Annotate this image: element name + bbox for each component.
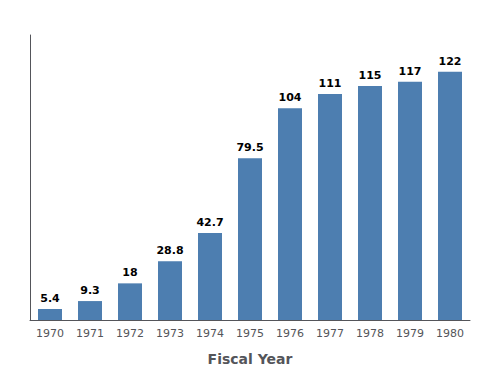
- svg-text:117: 117: [399, 65, 422, 78]
- svg-text:1971: 1971: [76, 327, 104, 340]
- svg-text:1973: 1973: [156, 327, 184, 340]
- svg-text:9.3: 9.3: [80, 284, 100, 297]
- svg-text:28.8: 28.8: [156, 244, 183, 257]
- svg-text:Fiscal Year: Fiscal Year: [208, 351, 293, 367]
- svg-text:1972: 1972: [116, 327, 144, 340]
- svg-text:1976: 1976: [276, 327, 304, 340]
- svg-text:18: 18: [122, 266, 137, 279]
- svg-text:42.7: 42.7: [196, 216, 223, 229]
- svg-text:1978: 1978: [356, 327, 384, 340]
- svg-text:111: 111: [319, 77, 342, 90]
- svg-text:1977: 1977: [316, 327, 344, 340]
- svg-text:1980: 1980: [436, 327, 464, 340]
- svg-text:79.5: 79.5: [236, 141, 263, 154]
- svg-text:1974: 1974: [196, 327, 224, 340]
- svg-text:104: 104: [279, 91, 302, 104]
- svg-text:1970: 1970: [36, 327, 64, 340]
- svg-text:5.4: 5.4: [40, 292, 60, 305]
- svg-text:115: 115: [359, 69, 382, 82]
- svg-text:1979: 1979: [396, 327, 424, 340]
- svg-text:1975: 1975: [236, 327, 264, 340]
- svg-text:122: 122: [439, 55, 462, 68]
